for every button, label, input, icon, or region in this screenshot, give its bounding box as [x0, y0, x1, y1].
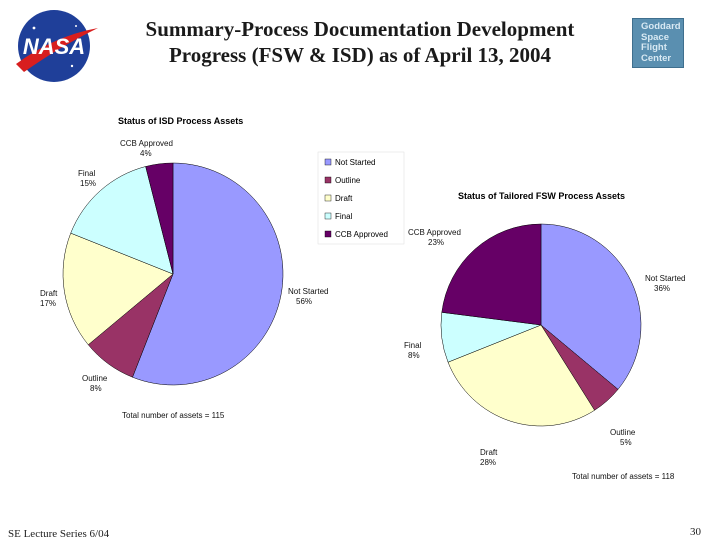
nasa-logo-star-icon — [75, 25, 77, 27]
isd-label-outline-pct: 8% — [90, 384, 102, 393]
legend-swatch-outline — [324, 176, 332, 184]
isd-label-draft-pct: 17% — [40, 299, 56, 308]
fsw-total-annotation: Total number of assets = 118 — [572, 472, 675, 481]
page-title: Summary-Process Documentation Developmen… — [100, 16, 620, 68]
fsw-label-notstarted-name: Not Started — [645, 274, 685, 283]
page-title-line1: Summary-Process Documentation Developmen… — [145, 17, 575, 41]
isd-label-ccb-pct: 4% — [140, 149, 152, 158]
gsfc-logo-line: Center — [641, 52, 672, 64]
isd-slice-final — [70, 166, 174, 275]
isd-label-notstarted-name: Not Started — [288, 287, 328, 296]
legend-label-ccb-approved: CCB Approved — [335, 230, 388, 239]
fsw-pie-chart: Status of Tailored FSW Process Assets CC… — [404, 191, 685, 481]
fsw-label-outline-pct: 5% — [620, 438, 632, 447]
gsfc-logo: Goddard Space Flight Center — [632, 18, 684, 68]
nasa-logo-star-icon — [70, 64, 74, 68]
isd-label-outline-name: Outline — [82, 374, 108, 383]
isd-total-annotation: Total number of assets = 115 — [122, 411, 225, 420]
legend-swatch-final — [324, 212, 332, 220]
fsw-label-final-pct: 8% — [408, 351, 420, 360]
gsfc-logo-line: Goddard — [641, 21, 681, 32]
isd-label-final-name: Final — [78, 169, 96, 178]
fsw-label-outline-name: Outline — [610, 428, 636, 437]
fsw-chart-title: Status of Tailored FSW Process Assets — [458, 191, 625, 201]
nasa-logo-swoosh-icon — [16, 28, 98, 72]
legend-frame — [317, 151, 405, 245]
legend: Not Started Outline Draft Final CCB Appr… — [317, 151, 405, 245]
gsfc-logo-line: Space — [641, 31, 669, 43]
fsw-label-final-name: Final — [404, 341, 422, 350]
isd-chart-title: Status of ISD Process Assets — [118, 116, 243, 126]
isd-label-final-pct: 15% — [80, 179, 96, 188]
fsw-label-draft-pct: 28% — [480, 458, 496, 467]
fsw-slice-ccb-approved — [441, 223, 542, 326]
legend-swatch-ccb-approved — [324, 230, 332, 238]
isd-label-ccb-name: CCB Approved — [120, 139, 173, 148]
legend-label-draft: Draft — [335, 194, 353, 203]
nasa-logo: NASA — [16, 10, 98, 82]
isd-slice-ccb-approved — [145, 162, 174, 275]
nasa-logo-text: NASA — [23, 34, 85, 59]
page-number: 30 — [690, 526, 701, 538]
isd-pie-chart: Status of ISD Process Assets CCB Approve… — [40, 116, 405, 420]
legend-label-final: Final — [335, 212, 353, 221]
footer-series-label: SE Lecture Series 6/04 — [8, 528, 110, 540]
nasa-logo-star-icon — [32, 26, 36, 30]
legend-label-not-started: Not Started — [335, 158, 375, 167]
isd-label-draft-name: Draft — [40, 289, 58, 298]
legend-swatch-draft — [324, 194, 332, 202]
fsw-label-ccb-pct: 23% — [428, 238, 444, 247]
fsw-slice-draft — [447, 324, 595, 427]
legend-label-outline: Outline — [335, 176, 361, 185]
isd-slice-not-started — [132, 162, 284, 386]
isd-label-notstarted-pct: 56% — [296, 297, 312, 306]
gsfc-logo-line: Flight — [641, 42, 667, 53]
isd-slice-draft — [62, 232, 174, 346]
fsw-label-ccb-name: CCB Approved — [408, 228, 461, 237]
fsw-slice-not-started — [540, 223, 642, 390]
legend-swatch-not-started — [324, 158, 332, 166]
page-title-line2: Progress (FSW & ISD) as of April 13, 200… — [168, 43, 552, 67]
fsw-label-notstarted-pct: 36% — [654, 284, 670, 293]
fsw-label-draft-name: Draft — [480, 448, 498, 457]
